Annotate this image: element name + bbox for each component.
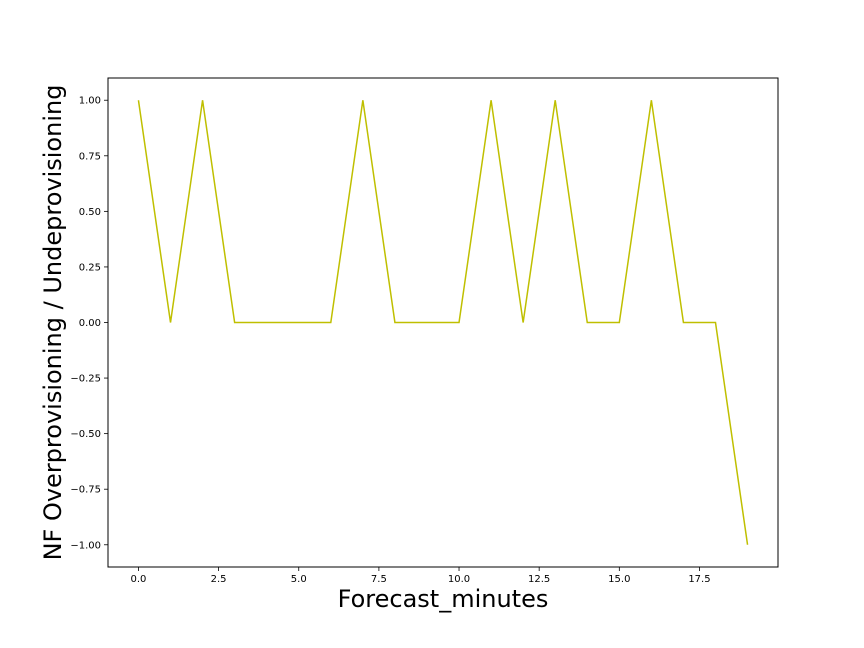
y-tick-label: −0.50	[70, 429, 101, 440]
x-axis-title: Forecast_minutes	[338, 585, 549, 613]
x-tick-label: 7.5	[371, 574, 387, 585]
x-tick-label: 0.0	[131, 574, 147, 585]
y-tick-label: 0.75	[79, 151, 101, 162]
x-tick-label: 10.0	[448, 574, 470, 585]
series-line-0	[137, 100, 749, 545]
y-tick-label: 0.00	[79, 318, 101, 329]
y-tick-label: −0.25	[70, 374, 101, 385]
y-tick-label: 0.25	[79, 262, 101, 273]
y-tick-label: 1.00	[79, 96, 101, 107]
y-tick-label: 0.50	[79, 207, 101, 218]
x-tick-label: 15.0	[608, 574, 630, 585]
y-tick-label: −0.75	[70, 485, 101, 496]
y-axis-title: NF Overprovisioning / Undeprovisioning	[39, 85, 67, 561]
x-tick-label: 2.5	[211, 574, 227, 585]
x-axis-ticks: 0.0 2.5 5.0 7.5 10.0 12.5 15.0 17.5	[131, 567, 711, 585]
y-axis-ticks: 1.00 0.75 0.50 0.25 0.00 −0.25 −0.50 −0.75 −1.00	[70, 96, 108, 551]
x-tick-label: 5.0	[291, 574, 307, 585]
y-tick-label: −1.00	[70, 540, 101, 551]
x-tick-label: 17.5	[688, 574, 710, 585]
series-layer	[137, 100, 749, 545]
x-tick-label: 12.5	[528, 574, 550, 585]
